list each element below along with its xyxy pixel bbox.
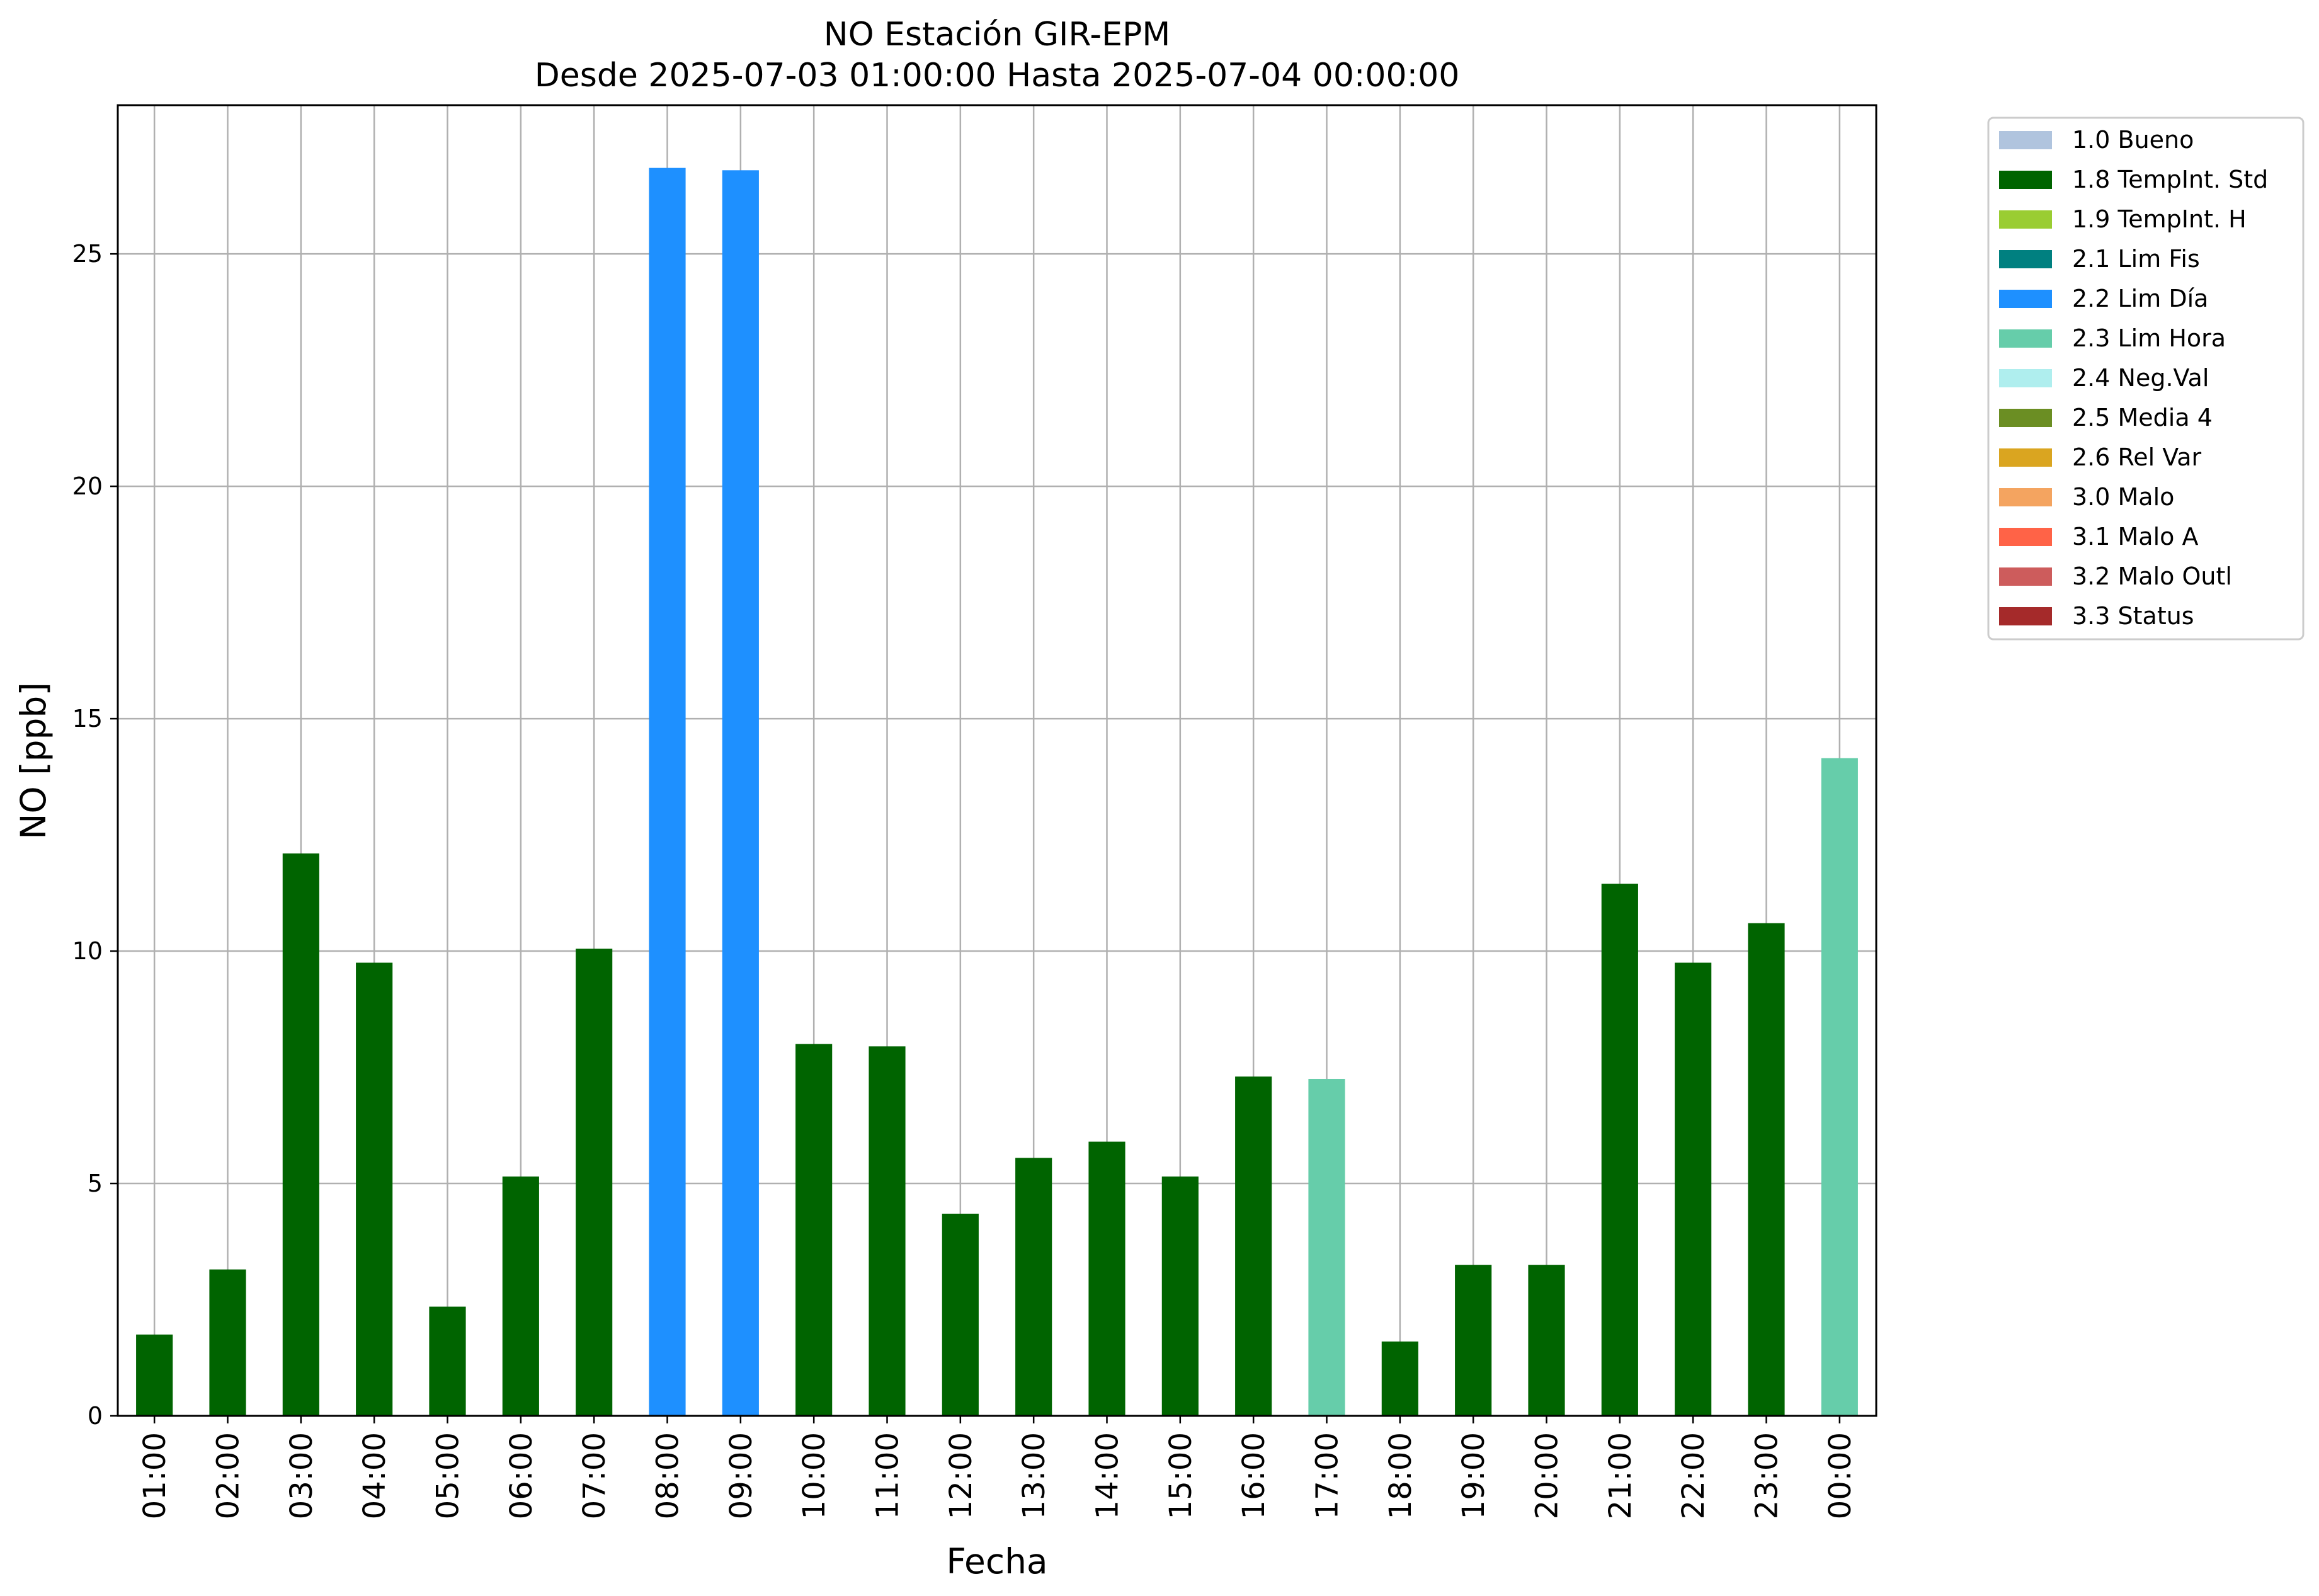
bars <box>136 168 1858 1416</box>
y-tick-label: 0 <box>88 1402 103 1430</box>
y-tick-label: 10 <box>72 937 103 965</box>
x-tick-label-16:00: 16:00 <box>1236 1432 1272 1519</box>
bar-00:00 <box>1821 758 1858 1416</box>
x-tick-label-12:00: 12:00 <box>943 1432 979 1519</box>
bar-13:00 <box>1015 1158 1052 1416</box>
legend-label-3.3: 3.3 Status <box>2072 602 2194 630</box>
legend-swatch-3.3 <box>1999 607 2052 625</box>
bar-01:00 <box>136 1334 173 1416</box>
chart-subtitle: Desde 2025-07-03 01:00:00 Hasta 2025-07-… <box>535 57 1460 94</box>
bar-11:00 <box>869 1046 906 1416</box>
legend-label-2.5: 2.5 Media 4 <box>2072 404 2213 431</box>
legend-swatch-3.0 <box>1999 488 2052 506</box>
y-tick-label: 25 <box>72 240 103 268</box>
x-tick-label-00:00: 00:00 <box>1823 1432 1858 1519</box>
legend-swatch-2.5 <box>1999 409 2052 427</box>
legend-label-2.1: 2.1 Lim Fis <box>2072 245 2200 273</box>
x-tick-label-11:00: 11:00 <box>870 1432 906 1519</box>
legend-label-1.0: 1.0 Bueno <box>2072 126 2194 154</box>
bar-16:00 <box>1235 1076 1272 1416</box>
x-tick-label-08:00: 08:00 <box>651 1432 686 1519</box>
bar-09:00 <box>722 170 759 1416</box>
x-tick-label-17:00: 17:00 <box>1310 1432 1345 1519</box>
legend-swatch-1.8 <box>1999 171 2052 189</box>
legend-label-2.2: 2.2 Lim Día <box>2072 285 2208 312</box>
x-tick-label-04:00: 04:00 <box>357 1432 392 1519</box>
legend-swatch-2.2 <box>1999 290 2052 308</box>
bar-10:00 <box>795 1044 833 1416</box>
x-tick-label-07:00: 07:00 <box>577 1432 612 1519</box>
x-tick-label-13:00: 13:00 <box>1017 1432 1052 1519</box>
x-tick-label-02:00: 02:00 <box>211 1432 246 1519</box>
x-tick-label-19:00: 19:00 <box>1456 1432 1491 1519</box>
legend-swatch-1.9 <box>1999 210 2052 229</box>
bar-12:00 <box>942 1213 979 1416</box>
y-tick-label: 15 <box>72 705 103 732</box>
legend-swatch-3.1 <box>1999 528 2052 546</box>
x-axis-label: Fecha <box>946 1541 1047 1582</box>
legend-swatch-2.1 <box>1999 250 2052 268</box>
bar-19:00 <box>1455 1265 1492 1416</box>
legend-label-2.3: 2.3 Lim Hora <box>2072 324 2226 352</box>
plot-frame <box>117 104 1877 1417</box>
bar-02:00 <box>209 1269 246 1416</box>
bar-07:00 <box>576 949 613 1416</box>
x-tick-label-05:00: 05:00 <box>431 1432 466 1519</box>
bar-15:00 <box>1161 1176 1199 1416</box>
x-tick-label-03:00: 03:00 <box>284 1432 319 1519</box>
legend-swatch-2.4 <box>1999 369 2052 387</box>
legend-swatch-2.6 <box>1999 448 2052 467</box>
bar-21:00 <box>1601 884 1638 1416</box>
legend-label-2.4: 2.4 Neg.Val <box>2072 364 2209 392</box>
chart-title: NO Estación GIR-EPM <box>824 16 1170 54</box>
bar-17:00 <box>1308 1078 1345 1416</box>
legend-swatch-3.2 <box>1999 567 2052 586</box>
bar-23:00 <box>1748 923 1785 1416</box>
x-tick-label-06:00: 06:00 <box>504 1432 539 1519</box>
legend-frame <box>1987 117 2305 641</box>
x-tick-label-22:00: 22:00 <box>1676 1432 1711 1519</box>
x-tick-label-14:00: 14:00 <box>1090 1432 1125 1519</box>
legend-label-3.2: 3.2 Malo Outl <box>2072 562 2232 590</box>
bar-05:00 <box>429 1306 466 1416</box>
bar-04:00 <box>356 962 393 1416</box>
bar-03:00 <box>282 853 319 1416</box>
legend-label-3.1: 3.1 Malo A <box>2072 523 2198 550</box>
bar-14:00 <box>1088 1141 1125 1416</box>
y-tick-label: 20 <box>72 472 103 500</box>
legend-swatch-2.3 <box>1999 329 2052 348</box>
legend: 1.0 Bueno 1.8 TempInt. Std 1.9 TempInt. H 2… <box>1987 117 2305 641</box>
bar-20:00 <box>1528 1265 1565 1416</box>
bar-08:00 <box>649 168 686 1416</box>
x-tick-label-01:00: 01:00 <box>137 1432 173 1519</box>
x-tick-label-10:00: 10:00 <box>797 1432 832 1519</box>
y-axis-label: NO [ppb] <box>13 682 54 840</box>
bar-18:00 <box>1381 1341 1418 1416</box>
y-tick-label: 5 <box>88 1170 103 1197</box>
x-tick-label-21:00: 21:00 <box>1603 1432 1638 1519</box>
y-axis-ticks: 0 5 10 15 20 25 <box>72 240 118 1430</box>
bar-06:00 <box>502 1176 539 1416</box>
x-tick-label-18:00: 18:00 <box>1383 1432 1418 1519</box>
x-tick-label-09:00: 09:00 <box>724 1432 759 1519</box>
x-tick-label-15:00: 15:00 <box>1163 1432 1199 1519</box>
bar-22:00 <box>1675 962 1712 1416</box>
x-tick-label-20:00: 20:00 <box>1530 1432 1565 1519</box>
legend-label-1.9: 1.9 TempInt. H <box>2072 205 2247 233</box>
x-tick-label-23:00: 23:00 <box>1750 1432 1785 1519</box>
legend-label-1.8: 1.8 TempInt. Std <box>2072 166 2268 193</box>
x-axis-ticks: 01:00 02:00 03:00 04:00 05:00 06:00 07:00 08:00… <box>137 1416 1858 1519</box>
legend-label-3.0: 3.0 Malo <box>2072 483 2174 511</box>
legend-label-2.6: 2.6 Rel Var <box>2072 443 2202 471</box>
legend-swatch-1.0 <box>1999 131 2052 149</box>
